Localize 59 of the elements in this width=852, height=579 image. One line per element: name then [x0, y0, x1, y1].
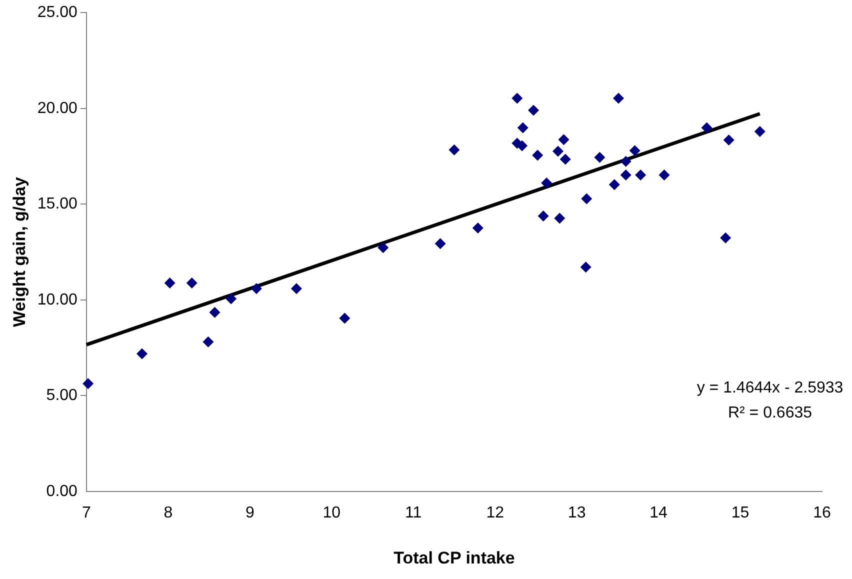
point — [620, 170, 632, 181]
y-tick-label: 0.00 — [46, 482, 78, 500]
point — [723, 134, 734, 146]
point — [560, 154, 571, 165]
point — [620, 156, 632, 167]
y-tick-label: 15.00 — [37, 196, 78, 213]
y-tick-label: 10.00 — [37, 291, 78, 308]
point — [186, 278, 198, 289]
x-tick-label: 9 — [245, 504, 254, 522]
point — [532, 150, 544, 161]
point — [720, 232, 732, 244]
point — [608, 179, 620, 190]
point — [516, 140, 528, 152]
y-tick-label: 5.00 — [46, 387, 78, 404]
point — [580, 262, 592, 273]
point — [538, 210, 549, 222]
point — [434, 238, 446, 250]
x-tick-label: 16 — [813, 504, 831, 522]
point — [164, 278, 176, 289]
point — [528, 104, 539, 116]
x-axis-title: Total CP intake — [394, 548, 515, 568]
point — [612, 92, 624, 104]
point — [82, 378, 94, 390]
point — [517, 122, 528, 134]
x-tick-label: 12 — [486, 504, 504, 522]
point — [136, 348, 148, 360]
annotation: y = 1.4644x - 2.5933 — [696, 380, 844, 397]
annotation: R² = 0.6635 — [728, 404, 812, 422]
point — [448, 144, 460, 156]
point — [554, 212, 566, 224]
point — [701, 122, 712, 134]
point — [754, 126, 766, 138]
point — [290, 283, 302, 294]
point — [558, 134, 570, 146]
point — [202, 336, 214, 348]
point — [581, 193, 592, 204]
point — [658, 170, 670, 181]
y-axis-title: Weight gain, g/day — [10, 176, 29, 327]
point — [552, 146, 564, 157]
point — [512, 92, 523, 104]
point — [226, 293, 237, 304]
point — [629, 145, 640, 156]
x-tick-label: 8 — [164, 504, 173, 522]
x-tick-label: 10 — [322, 504, 341, 522]
x-tick-label: 11 — [405, 504, 422, 522]
y-tick-label: 20.00 — [37, 100, 78, 117]
x-tick-label: 14 — [650, 504, 668, 522]
x-tick-label: 7 — [82, 504, 91, 522]
point — [472, 222, 484, 234]
point — [378, 242, 389, 254]
point — [339, 312, 350, 324]
point — [594, 152, 606, 163]
x-tick-label: 15 — [731, 504, 750, 522]
point — [541, 178, 552, 189]
point — [250, 283, 262, 294]
point — [209, 306, 220, 318]
point — [635, 170, 646, 181]
x-tick-label: 13 — [568, 504, 586, 522]
y-tick-label: 25.00 — [37, 4, 78, 22]
